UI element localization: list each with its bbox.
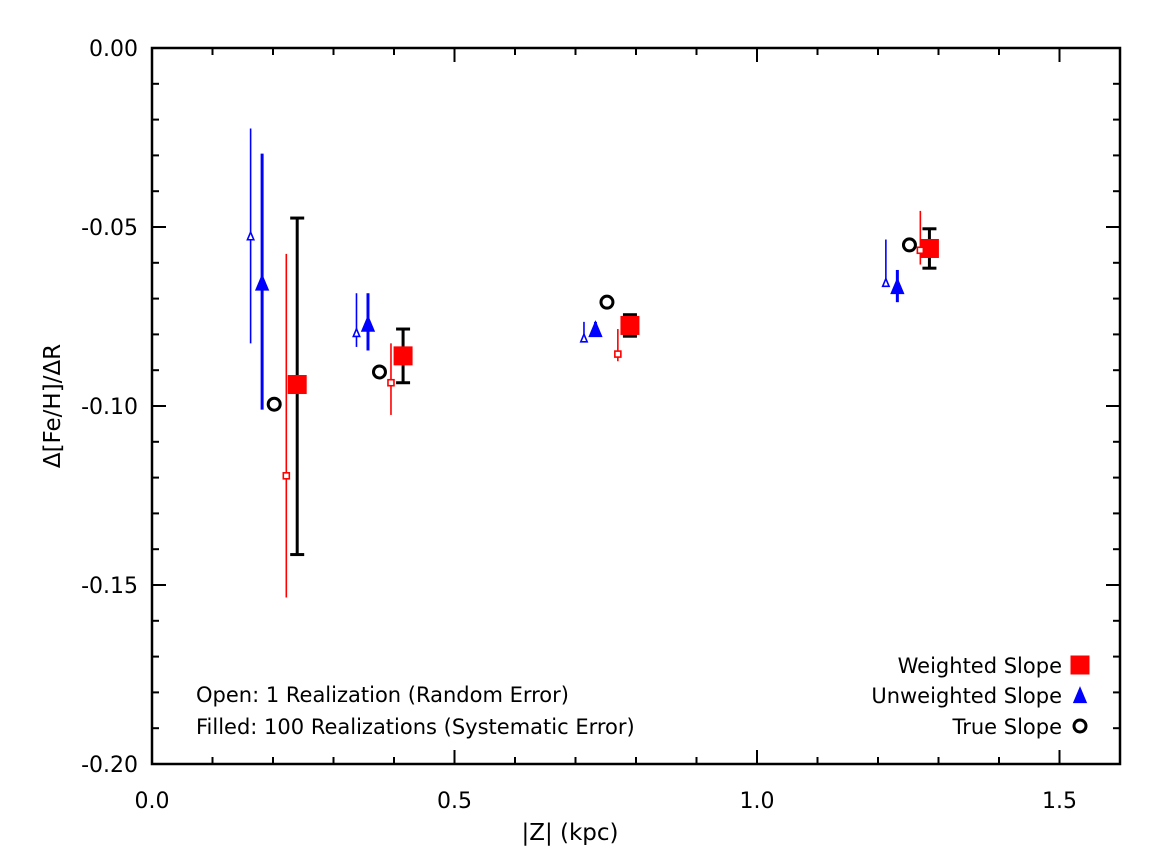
data-point: [246, 230, 256, 241]
legend-label-weighted: Weighted Slope: [898, 654, 1062, 678]
data-point: [360, 314, 376, 332]
legend-label-true: True Slope: [951, 715, 1062, 739]
legend-label-unweighted: Unweighted Slope: [871, 684, 1062, 708]
series-square-filled: [287, 216, 939, 557]
data-point: [579, 332, 589, 343]
x-tick-label: 1.5: [1042, 789, 1077, 814]
data-point: [371, 364, 387, 380]
data-point: [620, 315, 640, 335]
y-tick-label: -0.20: [81, 753, 138, 778]
legend-marker-circle: [1072, 718, 1088, 734]
tick-labels: 0.0 0.5 1.0 1.5 0.00 -0.05 -0.10 -0.15 -0.20: [81, 37, 1077, 814]
data-point: [352, 326, 361, 338]
data-point: [387, 378, 395, 387]
data-point: [266, 396, 282, 412]
data-point: [287, 375, 307, 395]
legend-marker-triangle: [1072, 686, 1088, 704]
series-circle-open: [266, 237, 917, 412]
y-axis-label: Δ[Fe/H]/ΔR: [40, 344, 66, 468]
y-tick-label: -0.05: [81, 216, 138, 241]
series-triangle-filled: [254, 153, 905, 410]
annotation-filled: Filled: 100 Realizations (Systematic Err…: [196, 715, 635, 739]
x-tick-label: 0.5: [437, 789, 472, 814]
annotation-open: Open: 1 Realization (Random Error): [196, 683, 569, 707]
data-point: [599, 294, 615, 310]
legend-markers: [1070, 655, 1090, 734]
y-tick-label: -0.15: [81, 574, 138, 599]
axis-ticks: [151, 47, 1121, 765]
data-point: [588, 320, 603, 338]
x-tick-label: 1.0: [740, 789, 775, 814]
data-point: [916, 246, 925, 255]
x-axis-label: |Z| (kpc): [521, 820, 618, 846]
y-tick-label: 0.00: [89, 37, 138, 62]
data-marks: [246, 128, 939, 598]
y-tick-label: -0.10: [81, 395, 138, 420]
data-point: [614, 350, 622, 358]
legend-marker-square: [1070, 655, 1090, 675]
data-point: [254, 273, 270, 291]
data-point: [881, 276, 891, 288]
legend: Weighted Slope Unweighted Slope True Slo…: [871, 654, 1090, 739]
data-point: [282, 472, 291, 480]
series-triangle-open: [246, 128, 891, 347]
data-point: [890, 277, 905, 295]
data-point: [393, 346, 413, 366]
x-tick-label: 0.0: [135, 789, 170, 814]
series-square-open: [282, 210, 925, 598]
data-point: [901, 237, 917, 253]
